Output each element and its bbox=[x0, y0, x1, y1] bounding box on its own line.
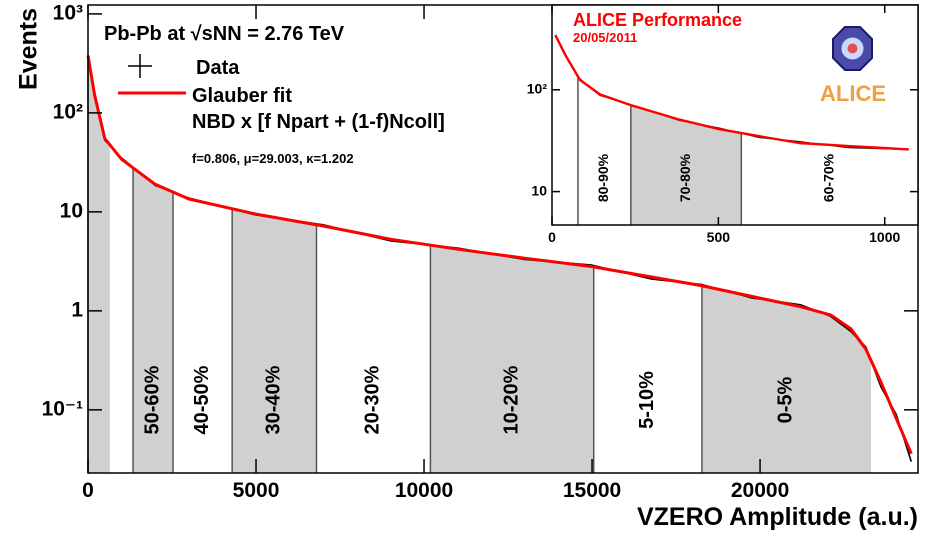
legend-label: Data bbox=[196, 57, 240, 79]
fit-line bbox=[86, 55, 913, 455]
bin-label: 50-60% bbox=[141, 365, 163, 434]
x-axis-title: VZERO Amplitude (a.u.) bbox=[637, 503, 918, 531]
x-tick-label: 500 bbox=[707, 229, 731, 245]
plot-frame bbox=[87, 4, 919, 474]
y-tick-label: 10² bbox=[527, 80, 548, 96]
x-tick-label: 5000 bbox=[233, 479, 280, 502]
bin-label: 60-70% bbox=[820, 153, 836, 202]
y-tick-label: 10⁻¹ bbox=[42, 397, 83, 420]
fit-formula: NBD x [f Npart + (1-f)Ncoll] bbox=[192, 111, 445, 133]
x-tick-label: 15000 bbox=[563, 479, 621, 502]
x-tick-label: 1000 bbox=[869, 229, 900, 245]
logo-center bbox=[847, 43, 858, 54]
collision-label: Pb-Pb at √sNN = 2.76 TeV bbox=[104, 23, 345, 45]
inset-title: ALICE Performance bbox=[573, 10, 742, 30]
bin-label: 10-20% bbox=[500, 365, 522, 434]
inset-date: 20/05/2011 bbox=[573, 30, 637, 45]
bin-label: 20-30% bbox=[362, 365, 384, 434]
x-tick-label: 0 bbox=[82, 479, 94, 502]
logo-text: ALICE bbox=[820, 81, 886, 106]
bin-label: 70-80% bbox=[677, 153, 693, 202]
centrality-shade bbox=[232, 208, 317, 474]
y-tick-label: 1 bbox=[71, 298, 83, 321]
legend-label: Glauber fit bbox=[192, 85, 292, 107]
x-tick-label: 20000 bbox=[731, 479, 789, 502]
bin-label: 5-10% bbox=[636, 371, 658, 429]
centrality-shade bbox=[133, 167, 174, 474]
x-tick-label: 0 bbox=[548, 229, 556, 245]
centrality-shade bbox=[88, 55, 110, 473]
y-tick-label: 10² bbox=[53, 100, 83, 123]
bin-label: 0-5% bbox=[775, 376, 797, 423]
centrality-shade bbox=[630, 105, 742, 225]
centrality-shade bbox=[430, 245, 594, 473]
fit-line bbox=[554, 34, 909, 151]
bin-label: 40-50% bbox=[191, 365, 213, 434]
plot-frame bbox=[551, 4, 919, 226]
fit-parameters: f=0.806, μ=29.003, κ=1.202 bbox=[192, 151, 354, 166]
y-axis-title: Events bbox=[15, 8, 43, 90]
y-tick-label: 10 bbox=[60, 199, 83, 222]
x-tick-label: 10000 bbox=[395, 479, 453, 502]
centrality-shade bbox=[701, 285, 871, 473]
bin-label: 80-90% bbox=[595, 153, 611, 202]
y-tick-label: 10 bbox=[531, 182, 547, 198]
y-tick-label: 10³ bbox=[53, 1, 83, 24]
bin-label: 30-40% bbox=[263, 365, 285, 434]
